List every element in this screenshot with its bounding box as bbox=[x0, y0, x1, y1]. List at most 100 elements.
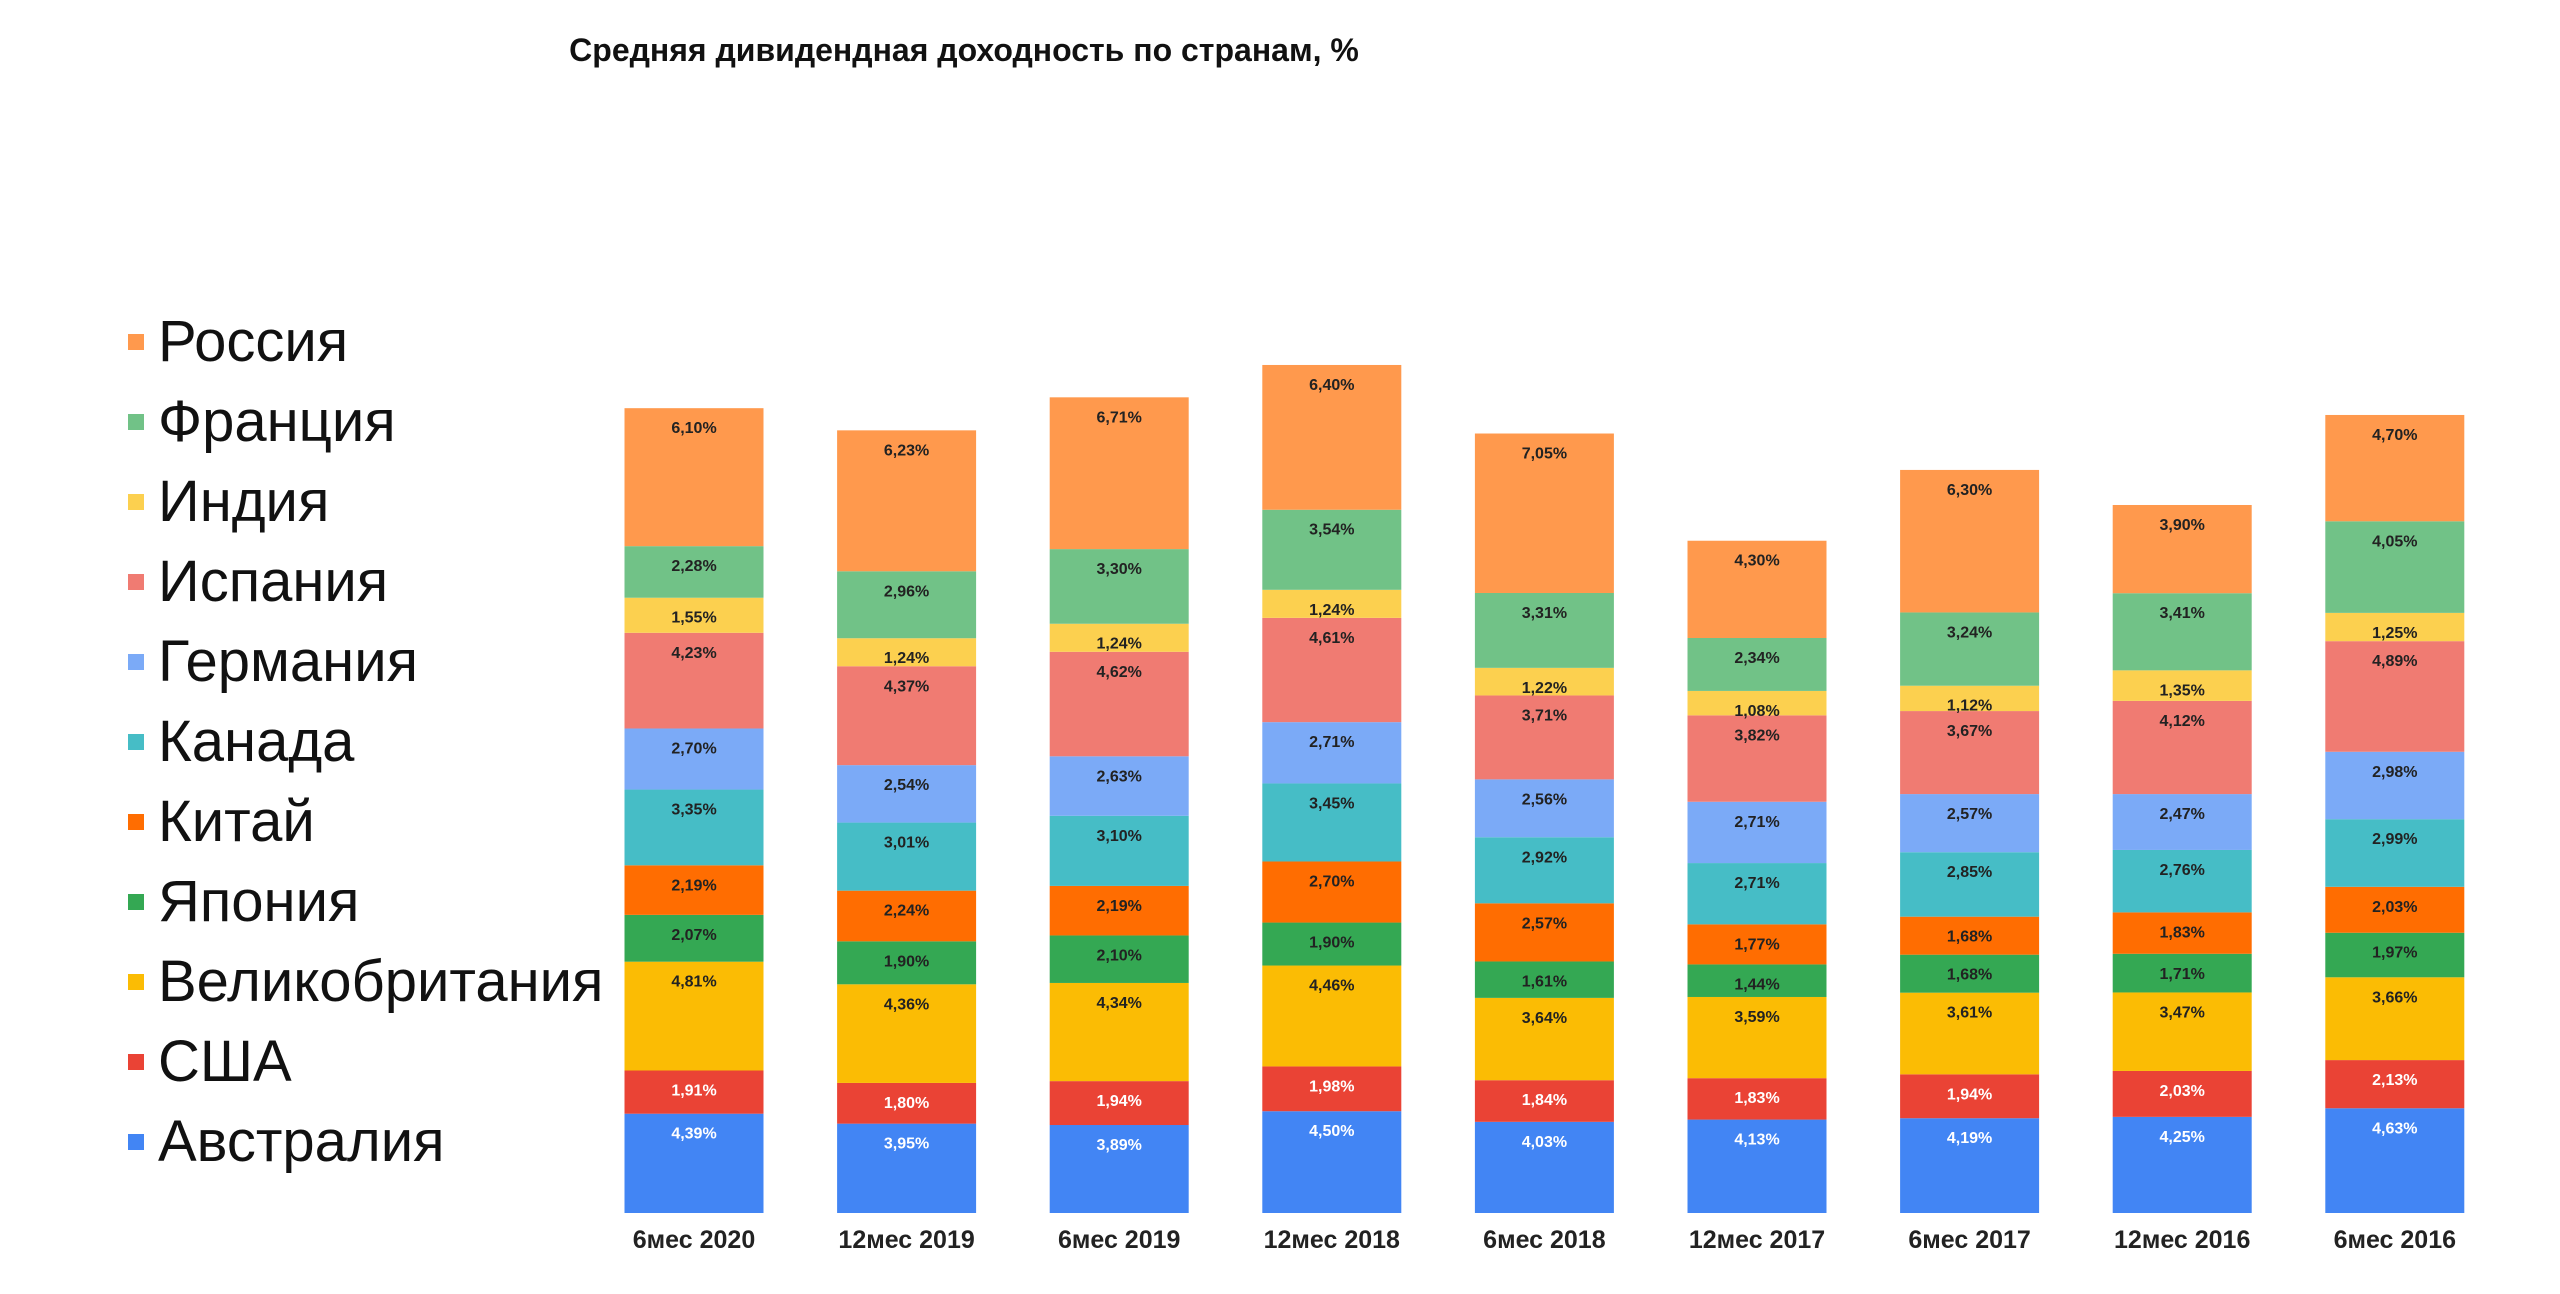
data-label: 2,19% bbox=[1097, 898, 1142, 915]
legend-label: Канада bbox=[158, 709, 355, 774]
legend-swatch bbox=[128, 494, 144, 510]
data-label: 2,28% bbox=[671, 558, 716, 575]
data-label: 3,82% bbox=[1734, 727, 1779, 744]
bar-segment-6-col-3 bbox=[1049, 815, 1189, 886]
bar-segment-10-col-5 bbox=[1474, 592, 1614, 668]
data-label: 2,24% bbox=[884, 903, 929, 920]
legend-item: Россия bbox=[128, 302, 603, 382]
legend-label: Великобритания bbox=[158, 949, 604, 1014]
data-label: 1,68% bbox=[1947, 929, 1992, 946]
bar-segment-7-col-1 bbox=[624, 728, 764, 790]
data-label: 1,71% bbox=[2160, 966, 2205, 983]
bar-segment-9-col-2 bbox=[837, 638, 977, 667]
bar-segment-5-col-2 bbox=[837, 890, 977, 942]
bar-segment-10-col-9 bbox=[2325, 521, 2465, 613]
bar-segment-5-col-7 bbox=[1900, 916, 2040, 955]
data-label: 4,62% bbox=[1097, 664, 1142, 681]
data-label: 3,90% bbox=[2160, 517, 2205, 534]
bar-segment-4-col-5 bbox=[1474, 961, 1614, 998]
data-label: 2,71% bbox=[1734, 875, 1779, 892]
bar-segment-7-col-9 bbox=[2325, 751, 2465, 820]
bar-segment-2-col-2 bbox=[837, 1082, 977, 1124]
data-label: 3,47% bbox=[2160, 1004, 2205, 1021]
bar-segment-10-col-4 bbox=[1262, 509, 1402, 590]
chart-legend: Россия Франция Индия Испания Германия Канада К… bbox=[128, 302, 603, 1182]
data-label: 1,91% bbox=[671, 1082, 716, 1099]
bar-segment-8-col-7 bbox=[1900, 711, 2040, 795]
bar-segment-11-col-4 bbox=[1262, 364, 1402, 510]
bar-segment-2-col-4 bbox=[1262, 1066, 1402, 1112]
data-label: 6,71% bbox=[1097, 409, 1142, 426]
data-label: 2,71% bbox=[1309, 734, 1354, 751]
data-label: 2,10% bbox=[1097, 947, 1142, 964]
legend-label: Франция bbox=[158, 389, 396, 454]
data-label: 2,70% bbox=[671, 740, 716, 757]
bar-segment-10-col-7 bbox=[1900, 612, 2040, 686]
bar-segment-7-col-4 bbox=[1262, 722, 1402, 784]
x-tick-label: 12мес 2018 bbox=[1264, 1226, 1400, 1254]
bar-segment-8-col-5 bbox=[1474, 695, 1614, 780]
bar-segment-9-col-8 bbox=[2112, 670, 2252, 701]
bar-segment-1-col-3 bbox=[1049, 1125, 1189, 1213]
legend-item: Франция bbox=[128, 382, 603, 462]
data-label: 3,66% bbox=[2372, 989, 2417, 1006]
data-label: 2,34% bbox=[1734, 650, 1779, 667]
legend-swatch bbox=[128, 734, 144, 750]
legend-item: Великобритания bbox=[128, 942, 603, 1022]
bar-segment-3-col-8 bbox=[2112, 992, 2252, 1071]
bar-segment-7-col-3 bbox=[1049, 756, 1189, 816]
data-label: 2,47% bbox=[2160, 806, 2205, 823]
data-label: 4,81% bbox=[671, 974, 716, 991]
x-tick-label: 12мес 2016 bbox=[2114, 1226, 2250, 1254]
bar-segment-6-col-5 bbox=[1474, 837, 1614, 904]
bar-segment-2-col-7 bbox=[1900, 1074, 2040, 1119]
x-tick-label: 6мес 2019 bbox=[1058, 1226, 1180, 1254]
bar-segment-3-col-3 bbox=[1049, 982, 1189, 1082]
bar-segment-5-col-1 bbox=[624, 865, 764, 915]
data-label: 3,67% bbox=[1947, 723, 1992, 740]
x-tick-label: 12мес 2017 bbox=[1689, 1226, 1825, 1254]
data-label: 4,05% bbox=[2372, 533, 2417, 550]
bar-segment-11-col-8 bbox=[2112, 504, 2252, 594]
bar-segment-3-col-5 bbox=[1474, 997, 1614, 1081]
x-tick-label: 6мес 2017 bbox=[1908, 1226, 2030, 1254]
bar-segment-3-col-1 bbox=[624, 961, 764, 1071]
data-label: 2,54% bbox=[884, 777, 929, 794]
data-label: 2,85% bbox=[1947, 864, 1992, 881]
x-tick-label: 6мес 2016 bbox=[2334, 1226, 2456, 1254]
chart-title: Средняя дивидендная доходность по страна… bbox=[569, 32, 1359, 68]
bar-segment-6-col-1 bbox=[624, 789, 764, 866]
bar-segment-11-col-3 bbox=[1049, 397, 1189, 550]
legend-item: Япония bbox=[128, 862, 603, 942]
data-label: 3,30% bbox=[1097, 561, 1142, 578]
bar-segment-9-col-4 bbox=[1262, 589, 1402, 618]
bar-segment-2-col-8 bbox=[2112, 1070, 2252, 1117]
data-label: 6,23% bbox=[884, 442, 929, 459]
bar-segment-11-col-2 bbox=[837, 430, 977, 572]
bar-segment-2-col-3 bbox=[1049, 1081, 1189, 1126]
bar-segment-11-col-5 bbox=[1474, 433, 1614, 593]
bar-segment-6-col-8 bbox=[2112, 849, 2252, 913]
bar-segment-10-col-2 bbox=[837, 571, 977, 639]
data-label: 4,03% bbox=[1522, 1134, 1567, 1151]
data-label: 3,64% bbox=[1522, 1010, 1567, 1027]
data-label: 1,80% bbox=[884, 1095, 929, 1112]
bar-segment-4-col-1 bbox=[624, 914, 764, 962]
bar-segment-10-col-1 bbox=[624, 546, 764, 598]
bar-segment-9-col-3 bbox=[1049, 623, 1189, 652]
legend-label: Германия bbox=[158, 629, 419, 694]
bar-segment-1-col-8 bbox=[2112, 1116, 2252, 1213]
data-label: 2,56% bbox=[1522, 791, 1567, 808]
data-label: 6,10% bbox=[671, 420, 716, 437]
bar-segment-8-col-9 bbox=[2325, 641, 2465, 752]
bar-segment-3-col-2 bbox=[837, 984, 977, 1083]
data-label: 3,89% bbox=[1097, 1137, 1142, 1154]
data-label: 4,50% bbox=[1309, 1123, 1354, 1140]
data-label: 3,10% bbox=[1097, 828, 1142, 845]
data-label: 2,76% bbox=[2160, 862, 2205, 879]
bar-segment-10-col-8 bbox=[2112, 593, 2252, 671]
data-label: 2,98% bbox=[2372, 764, 2417, 781]
bar-segment-6-col-4 bbox=[1262, 783, 1402, 862]
bar-segment-2-col-9 bbox=[2325, 1060, 2465, 1109]
legend-label: Россия bbox=[158, 309, 349, 374]
